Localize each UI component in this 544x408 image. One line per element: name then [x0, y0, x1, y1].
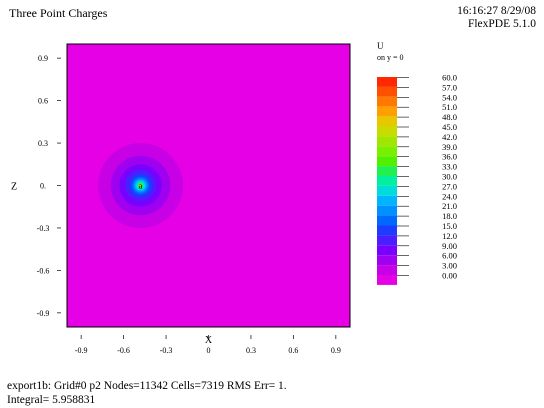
legend-swatch [377, 265, 397, 275]
legend-swatch [377, 126, 397, 137]
legend-swatch [377, 185, 397, 196]
legend-level-label: 24.0 [442, 191, 457, 201]
y-tick-label: -0.9 [37, 309, 50, 318]
legend-level-label: 12.0 [442, 231, 457, 241]
legend-level-label: 21.0 [442, 201, 457, 211]
software-version: FlexPDE 5.1.0 [467, 18, 536, 30]
x-tick-label: 0.3 [246, 346, 256, 355]
y-tick-label: -0.3 [37, 224, 50, 233]
plot-area: a [66, 43, 351, 328]
axes: -0.9 -0.6 -0.3 0 0.3 0.6 0.9 0.9 0.6 0.3 0. -0.3 -0.… [11, 54, 341, 355]
legend-level-label: 42.0 [442, 132, 457, 142]
legend-swatch [377, 136, 397, 147]
legend-variable: U [377, 41, 384, 51]
legend-swatch [377, 245, 397, 256]
legend-level-label: 9.00 [442, 241, 457, 251]
timestamp: 16:16:27 8/29/08 [457, 5, 536, 17]
legend-level-label: 51.0 [442, 102, 457, 112]
legend-subtitle: on y = 0 [377, 53, 404, 62]
legend-swatch [377, 106, 397, 117]
x-axis-label: X [205, 335, 213, 346]
y-axis-label: Z [11, 182, 17, 193]
legend-level-label: 60.0 [442, 73, 457, 83]
legend-swatch [377, 215, 397, 226]
legend-level-label: 39.0 [442, 142, 457, 152]
legend-swatch [377, 146, 397, 157]
plot-frame [66, 43, 351, 328]
y-tick-label: -0.6 [37, 266, 50, 275]
legend-level-label: 15.0 [442, 221, 457, 231]
timestamp-block: 16:16:27 8/29/08 FlexPDE 5.1.0 [457, 5, 536, 31]
legend-swatch [377, 195, 397, 206]
x-tick-label: 0.9 [331, 346, 341, 355]
legend-level-label: 30.0 [442, 172, 457, 182]
x-tick-label: 0.6 [288, 346, 298, 355]
legend-level-label: 36.0 [442, 152, 457, 162]
legend-level-label: 3.00 [442, 261, 457, 271]
integral-value: Integral= 5.958831 [7, 394, 96, 406]
charge-marker: a [139, 182, 143, 191]
legend-swatch [377, 166, 397, 176]
legend-level-label: 45.0 [442, 122, 457, 132]
legend-level-label: 27.0 [442, 181, 457, 191]
x-tick-label: -0.6 [117, 346, 130, 355]
y-tick-label: 0.3 [38, 139, 48, 148]
x-tick-label: 0 [207, 346, 211, 355]
color-legend: Uon y = 0 60.057.054.051.048.045.042.039.… [377, 41, 457, 285]
legend-swatch [377, 77, 397, 87]
y-tick-label: 0. [40, 182, 46, 191]
legend-swatch [377, 225, 397, 236]
x-tick-label: -0.3 [160, 346, 173, 355]
y-tick-label: 0.6 [38, 97, 48, 106]
legend-level-label: 33.0 [442, 162, 457, 172]
legend-swatch [377, 255, 397, 266]
legend-swatch [377, 116, 397, 127]
legend-swatch [377, 86, 397, 97]
legend-swatch [377, 275, 397, 285]
legend-swatch [377, 235, 397, 246]
x-tick-label: -0.9 [75, 346, 88, 355]
plot-title: Three Point Charges [9, 6, 108, 20]
legend-level-label: 18.0 [442, 211, 457, 221]
legend-level-label: 6.00 [442, 251, 457, 261]
legend-swatch [377, 205, 397, 216]
legend-level-label: 54.0 [442, 92, 457, 102]
legend-level-label: 57.0 [442, 82, 457, 92]
contour-band-12 [139, 184, 142, 187]
legend-level-label: 48.0 [442, 112, 457, 122]
legend-swatch [377, 156, 397, 167]
legend-swatch [377, 96, 397, 107]
legend-level-label: 0.00 [442, 271, 457, 281]
legend-swatch [377, 176, 397, 186]
y-tick-label: 0.9 [38, 54, 48, 63]
grid-info: export1b: Grid#0 p2 Nodes=11342 Cells=73… [7, 380, 287, 392]
